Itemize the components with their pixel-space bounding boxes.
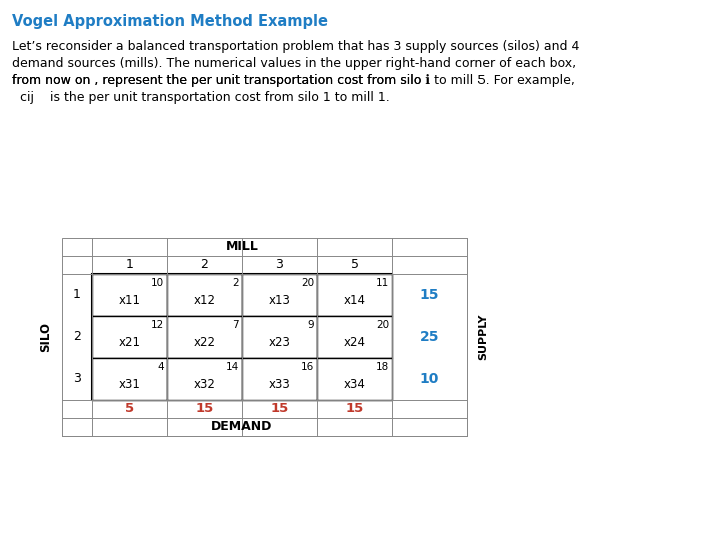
Text: 25: 25	[420, 330, 439, 344]
Text: 16: 16	[301, 362, 314, 372]
Text: x33: x33	[269, 377, 290, 390]
Text: SUPPLY: SUPPLY	[478, 314, 488, 360]
Text: Let’s reconsider a balanced transportation problem that has 3 supply sources (si: Let’s reconsider a balanced transportati…	[12, 40, 580, 53]
Bar	[167, 316, 242, 358]
Text: 20: 20	[301, 278, 314, 288]
Bar	[242, 358, 317, 400]
Text: 11: 11	[376, 278, 389, 288]
Text: 20: 20	[376, 320, 389, 330]
Text: SILO: SILO	[40, 322, 53, 352]
Text: 1: 1	[73, 288, 81, 301]
Text: x22: x22	[194, 335, 215, 348]
Text: Vogel Approximation Method Example: Vogel Approximation Method Example	[12, 14, 328, 29]
Text: 7: 7	[233, 320, 239, 330]
Text: 3: 3	[276, 259, 284, 272]
Bar	[92, 274, 167, 316]
Bar	[92, 316, 167, 358]
Text: 14: 14	[226, 362, 239, 372]
Text: 4: 4	[158, 362, 164, 372]
Text: x34: x34	[343, 377, 366, 390]
Text: 5: 5	[351, 259, 359, 272]
Bar	[62, 238, 467, 436]
Bar	[167, 274, 242, 316]
Text: from now on , represent the per unit transportation cost from silo ℹ to mill Ƽ. : from now on , represent the per unit tra…	[12, 74, 575, 87]
Bar	[242, 274, 317, 316]
Text: x21: x21	[119, 335, 140, 348]
Text: 18: 18	[376, 362, 389, 372]
Text: 3: 3	[73, 373, 81, 386]
Text: x13: x13	[269, 294, 290, 307]
Text: x31: x31	[119, 377, 140, 390]
Bar	[92, 358, 167, 400]
Bar	[242, 316, 317, 358]
Text: from now on , represent the per unit transportation cost from silo: from now on , represent the per unit tra…	[12, 74, 426, 87]
Text: 10: 10	[151, 278, 164, 288]
Text: x12: x12	[194, 294, 215, 307]
Text: 10: 10	[420, 372, 439, 386]
Text: cij    is the per unit transportation cost from silo 1 to mill 1.: cij is the per unit transportation cost …	[12, 91, 390, 104]
Bar	[317, 358, 392, 400]
Text: 15: 15	[271, 402, 289, 415]
Text: MILL: MILL	[225, 240, 258, 253]
Bar	[317, 274, 392, 316]
Text: demand sources (mills). The numerical values in the upper right-hand corner of e: demand sources (mills). The numerical va…	[12, 57, 576, 70]
Text: DEMAND: DEMAND	[211, 421, 273, 434]
Text: 9: 9	[307, 320, 314, 330]
Text: 12: 12	[150, 320, 164, 330]
Bar	[317, 316, 392, 358]
Text: x11: x11	[119, 294, 140, 307]
Text: 15: 15	[195, 402, 214, 415]
Text: x24: x24	[343, 335, 366, 348]
Text: 1: 1	[125, 259, 133, 272]
Text: 5: 5	[125, 402, 134, 415]
Text: 2: 2	[201, 259, 208, 272]
Text: 2: 2	[233, 278, 239, 288]
Text: x23: x23	[269, 335, 290, 348]
Text: 2: 2	[73, 330, 81, 343]
Text: 15: 15	[346, 402, 364, 415]
Bar	[92, 274, 392, 400]
Bar	[167, 358, 242, 400]
Text: x14: x14	[343, 294, 366, 307]
Text: 15: 15	[420, 288, 439, 302]
Text: x32: x32	[194, 377, 215, 390]
